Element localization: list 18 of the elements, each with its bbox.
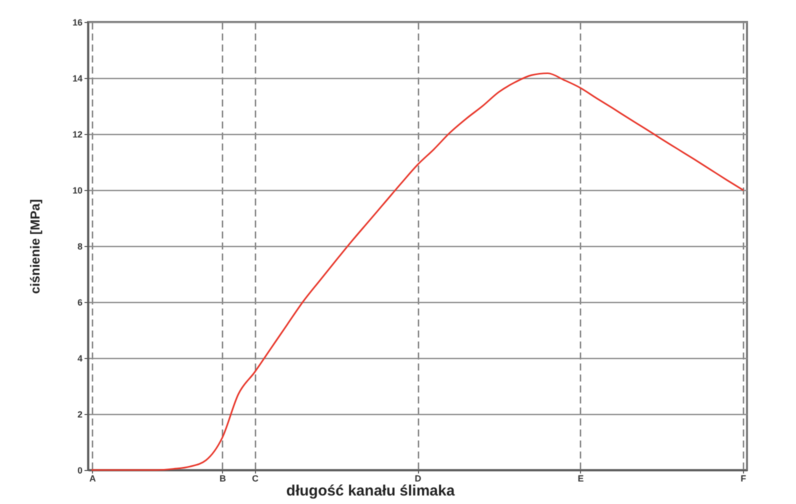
x-tick-label: A	[89, 474, 96, 484]
y-tick-label: 4	[77, 354, 82, 364]
x-tick-label: E	[578, 474, 584, 484]
x-tick-label: F	[740, 474, 747, 484]
y-axis-title: ciśnienie [MPa]	[27, 199, 42, 294]
y-tick-label: 6	[77, 298, 82, 308]
x-tick-label: C	[252, 474, 260, 484]
y-tick-label: 16	[72, 18, 82, 28]
x-tick-label: B	[219, 474, 226, 484]
x-tick-label: D	[414, 474, 422, 484]
y-tick-label: 0	[77, 466, 82, 476]
line-series	[91, 72, 744, 471]
y-tick-label: 10	[72, 186, 82, 196]
y-tick-label: 2	[77, 410, 82, 420]
x-axis-title: długość kanału ślimaka	[286, 482, 456, 500]
y-tick-label: 12	[72, 130, 82, 140]
y-tick-label: 14	[72, 74, 82, 84]
y-tick-label: 8	[77, 242, 82, 252]
